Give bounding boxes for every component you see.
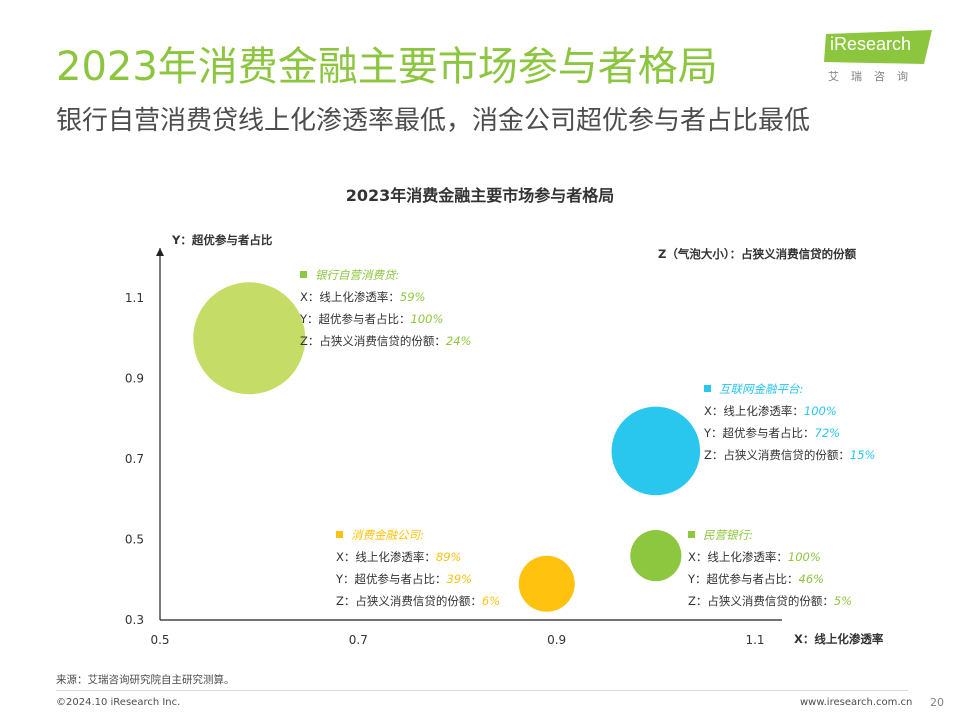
legend-square-icon: [300, 271, 307, 278]
y-tick-label: 0.9: [125, 372, 144, 386]
bubble-1: [611, 406, 701, 496]
legend-z-value: 6%: [481, 594, 501, 608]
legend-square-icon: [688, 531, 695, 538]
legend-y-line: Y：超优参与者占比：39%: [336, 572, 473, 586]
x-tick-label: 1.1: [745, 633, 764, 647]
legend-z-line: Z：占狭义消费信贷的份额：24%: [300, 334, 472, 348]
legend-head: 互联网金融平台:: [704, 378, 875, 400]
footer-divider: [56, 690, 908, 691]
legend-head: 民营银行:: [688, 524, 852, 546]
legend-z-line: Z：占狭义消费信贷的份额：15%: [704, 448, 876, 462]
legend-x-value: 59%: [399, 290, 426, 304]
legend-z-value: 15%: [849, 448, 876, 462]
logo-brand-text: iResearch: [830, 34, 912, 54]
legend-z-line: Z：占狭义消费信贷的份额：6%: [336, 594, 501, 608]
legend-consumer-finance-co: 消费金融公司: X：线上化渗透率：89% Y：超优参与者占比：39% Z：占狭义…: [336, 524, 500, 612]
legend-y-value: 72%: [814, 426, 841, 440]
bubble-2: [518, 555, 575, 612]
legend-x-line: X：线上化渗透率：100%: [688, 550, 821, 564]
legend-y-value: 100%: [410, 312, 444, 326]
legend-y-value: 39%: [446, 572, 473, 586]
iresearch-logo: iResearch 艾瑞咨询: [824, 30, 936, 86]
legend-internet-finance: 互联网金融平台: X：线上化渗透率：100% Y：超优参与者占比：72% Z：占…: [704, 378, 875, 466]
y-tick-label: 1.1: [125, 291, 144, 305]
legend-z-value: 24%: [445, 334, 472, 348]
legend-square-icon: [336, 531, 343, 538]
legend-x-value: 100%: [803, 404, 837, 418]
legend-series-name: 消费金融公司:: [351, 528, 424, 542]
bubble-3: [630, 530, 682, 582]
legend-head: 消费金融公司:: [336, 524, 500, 546]
logo-subtext: 艾瑞咨询: [828, 70, 920, 83]
legend-x-value: 100%: [787, 550, 821, 564]
legend-x-line: X：线上化渗透率：100%: [704, 404, 837, 418]
website-link[interactable]: www.iresearch.com.cn: [800, 697, 913, 708]
legend-x-line: X：线上化渗透率：59%: [300, 290, 426, 304]
y-axis-label: Y：超优参与者占比: [171, 233, 273, 247]
legend-z-value: 5%: [833, 594, 853, 608]
source-note: 来源：艾瑞咨询研究院自主研究测算。: [56, 674, 235, 686]
legend-series-name: 互联网金融平台:: [719, 382, 804, 396]
y-tick-label: 0.3: [125, 613, 144, 627]
x-tick-label: 0.9: [547, 633, 566, 647]
legend-y-value: 46%: [798, 572, 825, 586]
chart-title: 2023年消费金融主要市场参与者格局: [345, 186, 615, 205]
legend-z-line: Z：占狭义消费信贷的份额：5%: [688, 594, 853, 608]
z-axis-label: Z（气泡大小）：占狭义消费信贷的份额: [658, 247, 857, 261]
page-subtitle: 银行自营消费贷线上化渗透率最低，消金公司超优参与者占比最低: [56, 106, 811, 136]
legend-square-icon: [704, 385, 711, 392]
legend-private-bank: 民营银行: X：线上化渗透率：100% Y：超优参与者占比：46% Z：占狭义消…: [688, 524, 852, 612]
bubble-0: [193, 282, 306, 395]
copyright: ©2024.10 iResearch Inc.: [56, 697, 181, 708]
page-title: 2023年消费金融主要市场参与者格局: [56, 44, 718, 90]
page-number: 20: [930, 696, 944, 709]
legend-series-name: 民营银行:: [703, 528, 753, 542]
x-tick-label: 0.7: [349, 633, 368, 647]
legend-x-line: X：线上化渗透率：89%: [336, 550, 462, 564]
x-axis-label: X：线上化渗透率: [794, 632, 884, 646]
legend-y-line: Y：超优参与者占比：46%: [688, 572, 825, 586]
legend-y-line: Y：超优参与者占比：100%: [300, 312, 444, 326]
legend-head: 银行自营消费贷:: [300, 264, 471, 286]
y-tick-label: 0.5: [125, 533, 144, 547]
x-tick-label: 0.5: [150, 633, 169, 647]
y-tick-label: 0.7: [125, 452, 144, 466]
legend-bank-self-operated: 银行自营消费贷: X：线上化渗透率：59% Y：超优参与者占比：100% Z：占…: [300, 264, 471, 352]
logo-badge: [824, 30, 932, 64]
legend-y-line: Y：超优参与者占比：72%: [704, 426, 841, 440]
y-axis-arrow-icon: [156, 248, 164, 256]
legend-x-value: 89%: [435, 550, 462, 564]
legend-series-name: 银行自营消费贷:: [315, 268, 400, 282]
